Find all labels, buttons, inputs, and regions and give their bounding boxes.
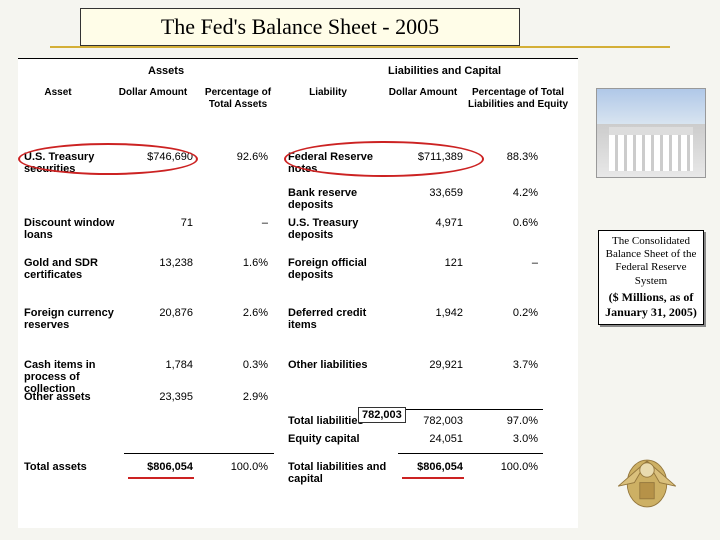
divider	[124, 453, 274, 454]
asset-amount: $746,690	[128, 151, 193, 163]
liab-label: Federal Reserve notes	[288, 151, 388, 175]
divider	[398, 453, 543, 454]
asset-pct: –	[208, 217, 268, 229]
total-amount: $806,054	[398, 461, 463, 473]
eagle-seal-icon	[602, 442, 692, 516]
federal-reserve-building-image	[596, 88, 706, 178]
liab-label: U.S. Treasury deposits	[288, 217, 388, 241]
liab-pct: 0.2%	[478, 307, 538, 319]
total-amount: 782,003	[398, 415, 463, 427]
asset-pct: 92.6%	[208, 151, 268, 163]
total-pct: 100.0%	[478, 461, 538, 473]
liab-pct: 0.6%	[478, 217, 538, 229]
total-label: Total liabilities and capital	[288, 461, 388, 485]
asset-label: Cash items in process of collection	[24, 359, 119, 395]
col-pct-a: Percentage of Total Assets	[198, 87, 278, 111]
asset-label: Foreign currency reserves	[24, 307, 119, 331]
col-pct-l: Percentage of Total Liabilities and Equi…	[468, 87, 568, 111]
asset-label: Gold and SDR certificates	[24, 257, 119, 281]
asset-label: U.S. Treasury securities	[24, 151, 119, 175]
asset-label: Discount window loans	[24, 217, 119, 241]
page-title: The Fed's Balance Sheet - 2005	[161, 14, 439, 40]
title-underline	[50, 46, 670, 48]
liab-amount: $711,389	[398, 151, 463, 163]
liab-pct: 88.3%	[478, 151, 538, 163]
col-dollar-a: Dollar Amount	[113, 87, 193, 99]
total-pct: 3.0%	[478, 433, 538, 445]
asset-amount: 71	[128, 217, 193, 229]
total-pct: 100.0%	[208, 461, 268, 473]
asset-amount: 1,784	[128, 359, 193, 371]
liab-amount: 33,659	[398, 187, 463, 199]
col-liability: Liability	[288, 87, 368, 99]
liab-label: Other liabilities	[288, 359, 388, 371]
total-label: Total assets	[24, 461, 119, 473]
liab-label: Bank reserve deposits	[288, 187, 388, 211]
total-label: Equity capital	[288, 433, 388, 445]
title-box: The Fed's Balance Sheet - 2005	[80, 8, 520, 46]
liab-amount: 1,942	[398, 307, 463, 319]
asset-amount: 20,876	[128, 307, 193, 319]
asset-label: Other assets	[24, 391, 119, 403]
col-asset: Asset	[18, 87, 98, 99]
liab-amount: 4,971	[398, 217, 463, 229]
liabilities-header: Liabilities and Capital	[388, 65, 501, 77]
asset-amount: 13,238	[128, 257, 193, 269]
asset-pct: 1.6%	[208, 257, 268, 269]
asset-amount: 23,395	[128, 391, 193, 403]
sidebar-line1: The Consolidated Balance Sheet of the Fe…	[603, 235, 699, 288]
sidebar-caption: The Consolidated Balance Sheet of the Fe…	[598, 230, 704, 325]
asset-pct: 2.6%	[208, 307, 268, 319]
col-dollar-l: Dollar Amount	[383, 87, 463, 99]
underline-liab-total	[402, 477, 464, 479]
liab-amount: 121	[398, 257, 463, 269]
sidebar-line2: ($ Millions, as of January 31, 2005)	[603, 290, 699, 320]
liab-label: Foreign official deposits	[288, 257, 388, 281]
total-amount: 24,051	[398, 433, 463, 445]
correction-annotation: 782,003	[358, 407, 406, 423]
liab-pct: –	[478, 257, 538, 269]
balance-sheet-table: Assets Liabilities and Capital Asset Dol…	[18, 58, 578, 528]
asset-pct: 2.9%	[208, 391, 268, 403]
liab-pct: 3.7%	[478, 359, 538, 371]
assets-header: Assets	[148, 65, 184, 77]
underline-assets-total	[128, 477, 194, 479]
liab-label: Deferred credit items	[288, 307, 388, 331]
asset-pct: 0.3%	[208, 359, 268, 371]
liab-amount: 29,921	[398, 359, 463, 371]
liab-pct: 4.2%	[478, 187, 538, 199]
total-pct: 97.0%	[478, 415, 538, 427]
total-amount: $806,054	[128, 461, 193, 473]
divider	[398, 409, 543, 410]
